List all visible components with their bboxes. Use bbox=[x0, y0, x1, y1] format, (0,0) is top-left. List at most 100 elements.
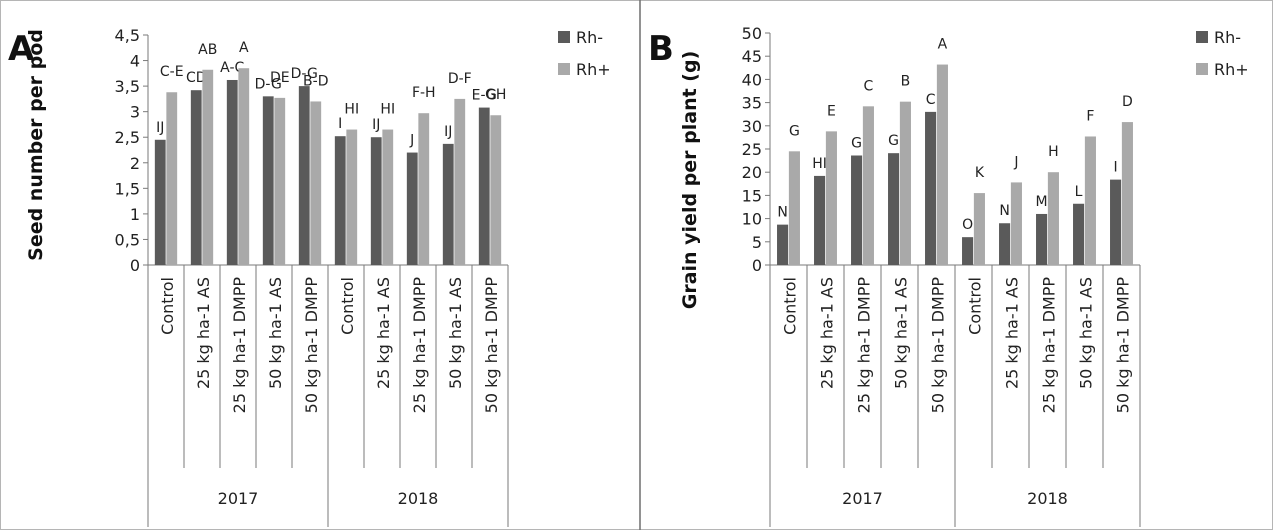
category-label: 25 kg ha-1 AS bbox=[374, 277, 393, 389]
panel-a-chart: A 0 0,5 1 1,5 2 2,5 3 3,5 4 4,5 Seed number per pod… bbox=[8, 26, 611, 527]
bar-rh-plus bbox=[973, 193, 985, 265]
bar-rh-plus bbox=[202, 69, 214, 265]
significance-letter: E bbox=[827, 103, 836, 119]
y-axis-title: Seed number per pod bbox=[25, 29, 47, 261]
y-tick-label: 3 bbox=[130, 103, 140, 122]
bar-rh-plus bbox=[490, 115, 502, 265]
bar-rh-minus bbox=[334, 136, 346, 265]
bar-rh-plus bbox=[1047, 172, 1059, 265]
y-tick-label: 4 bbox=[130, 52, 140, 71]
bar-rh-plus bbox=[899, 101, 911, 265]
significance-letter: D-F bbox=[448, 71, 472, 87]
bar-rh-plus bbox=[454, 98, 466, 265]
significance-letter: IJ bbox=[156, 120, 164, 136]
y-axis-title: Grain yield per plant (g) bbox=[679, 51, 701, 310]
legend-label: Rh- bbox=[1214, 28, 1241, 47]
significance-letter: I bbox=[338, 116, 342, 132]
significance-letter: GH bbox=[485, 87, 506, 103]
bar-rh-plus bbox=[310, 101, 322, 265]
significance-letter: D-G bbox=[255, 76, 282, 92]
significance-letter: AB bbox=[198, 42, 217, 58]
bar-rh-plus bbox=[382, 129, 394, 265]
year-group-label: 2018 bbox=[398, 489, 439, 508]
bar-rh-minus bbox=[406, 152, 418, 265]
significance-letter: A bbox=[239, 40, 249, 56]
y-tick-label: 5 bbox=[752, 233, 762, 252]
bar-rh-plus bbox=[1084, 136, 1096, 265]
significance-letter: O bbox=[962, 217, 973, 233]
significance-letter: D-G bbox=[291, 66, 318, 82]
year-group-label: 2018 bbox=[1027, 489, 1068, 508]
bar-rh-plus bbox=[346, 129, 358, 265]
bar-rh-plus bbox=[274, 97, 286, 265]
category-label: 25 kg ha-1 AS bbox=[818, 277, 837, 389]
bar-rh-minus bbox=[888, 153, 900, 265]
bar-rh-minus bbox=[851, 155, 863, 265]
y-tick-label: 20 bbox=[742, 163, 762, 182]
category-label: 50 kg ha-1 DMPP bbox=[929, 277, 948, 414]
bar-rh-minus bbox=[298, 86, 310, 265]
panel-label: A bbox=[8, 29, 35, 69]
y-tick-label: 25 bbox=[742, 140, 762, 159]
significance-letter: B bbox=[901, 74, 911, 90]
bar-rh-minus bbox=[442, 143, 454, 265]
significance-letter: A bbox=[938, 37, 948, 53]
significance-letter: L bbox=[1075, 184, 1083, 200]
bar-rh-minus bbox=[814, 175, 826, 265]
significance-letter: B-D bbox=[303, 73, 328, 89]
bar-rh-plus bbox=[238, 68, 250, 265]
significance-letter: G bbox=[789, 123, 800, 139]
y-tick-label: 40 bbox=[742, 70, 762, 89]
y-tick-label: 35 bbox=[742, 94, 762, 113]
significance-letter: C-E bbox=[160, 64, 184, 80]
y-tick-label: 30 bbox=[742, 117, 762, 136]
bar-rh-minus bbox=[478, 107, 490, 265]
panel-b-chart: B 0 5 10 15 20 25 30 35 40 45 50 Grain yield per pla… bbox=[648, 24, 1249, 527]
significance-letter: H bbox=[1048, 144, 1059, 160]
bar-rh-minus bbox=[226, 79, 238, 265]
bar-rh-plus bbox=[936, 64, 948, 265]
significance-letter: CD bbox=[186, 70, 207, 86]
y-tick-label: 3,5 bbox=[115, 77, 140, 96]
year-group-label: 2017 bbox=[842, 489, 883, 508]
y-tick-label: 0 bbox=[130, 256, 140, 275]
y-tick-label: 45 bbox=[742, 47, 762, 66]
significance-letter: HI bbox=[380, 102, 395, 118]
panel-label: B bbox=[648, 29, 674, 69]
bar-rh-minus bbox=[190, 90, 202, 265]
y-tick-label: 2 bbox=[130, 154, 140, 173]
significance-letter: K bbox=[975, 165, 985, 181]
y-tick-label: 2,5 bbox=[115, 128, 140, 147]
legend-swatch bbox=[558, 31, 570, 43]
significance-letter: N bbox=[999, 203, 1009, 219]
legend-swatch bbox=[558, 63, 570, 75]
category-label: 25 kg ha-1 DMPP bbox=[855, 277, 874, 414]
significance-letter: N bbox=[777, 205, 787, 221]
legend-label: Rh+ bbox=[1214, 60, 1249, 79]
significance-letter: D bbox=[1122, 94, 1133, 110]
category-label: 50 kg ha-1 DMPP bbox=[302, 277, 321, 414]
legend-label: Rh+ bbox=[576, 60, 611, 79]
category-label: 50 kg ha-1 AS bbox=[892, 277, 911, 389]
y-tick-label: 0 bbox=[752, 256, 762, 275]
significance-letter: C bbox=[864, 78, 874, 94]
category-label: 50 kg ha-1 DMPP bbox=[482, 277, 501, 414]
bar-rh-minus bbox=[1036, 213, 1048, 265]
category-label: 50 kg ha-1 AS bbox=[1077, 277, 1096, 389]
bar-rh-plus bbox=[166, 92, 178, 265]
significance-letter: IJ bbox=[372, 117, 380, 133]
bar-rh-minus bbox=[1073, 203, 1085, 265]
significance-letter: F bbox=[1086, 108, 1094, 124]
significance-letter: C bbox=[926, 92, 936, 108]
y-tick-label: 4,5 bbox=[115, 26, 140, 45]
bar-rh-plus bbox=[825, 131, 837, 265]
category-label: 25 kg ha-1 DMPP bbox=[410, 277, 429, 414]
category-label: 50 kg ha-1 AS bbox=[446, 277, 465, 389]
y-tick-label: 50 bbox=[742, 24, 762, 43]
category-label: 50 kg ha-1 AS bbox=[266, 277, 285, 389]
bar-rh-plus bbox=[418, 113, 430, 265]
bar-rh-minus bbox=[962, 237, 974, 265]
bar-rh-minus bbox=[925, 111, 937, 265]
significance-letter: HI bbox=[812, 156, 827, 172]
